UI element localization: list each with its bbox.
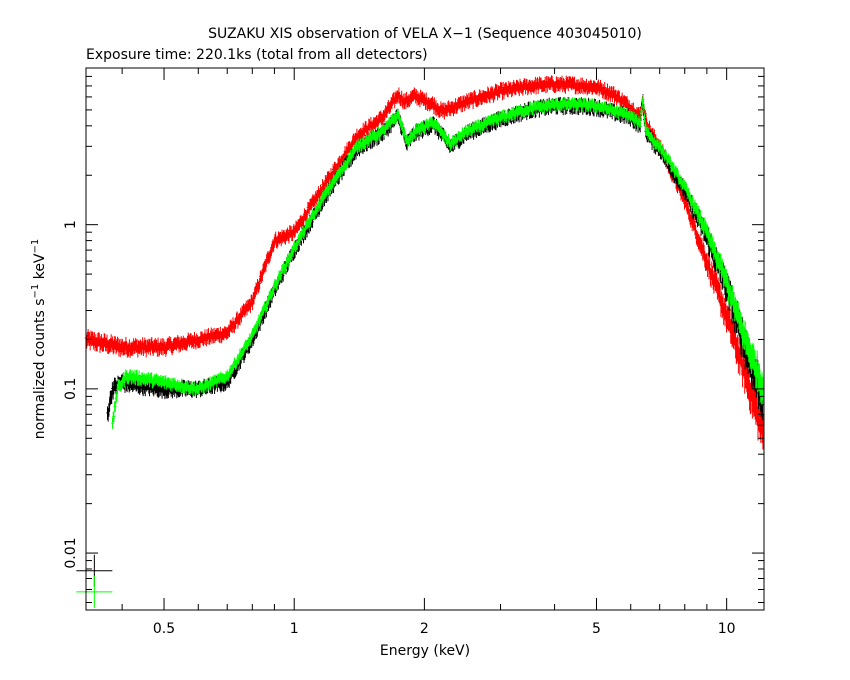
chart-title: SUZAKU XIS observation of VELA X−1 (Sequ…	[208, 26, 642, 42]
series-2	[106, 94, 764, 422]
data-layer	[76, 75, 765, 608]
series-3	[111, 95, 764, 429]
chart-subtitle: Exposure time: 220.1ks (total from all d…	[86, 47, 428, 63]
series-1	[84, 75, 765, 450]
